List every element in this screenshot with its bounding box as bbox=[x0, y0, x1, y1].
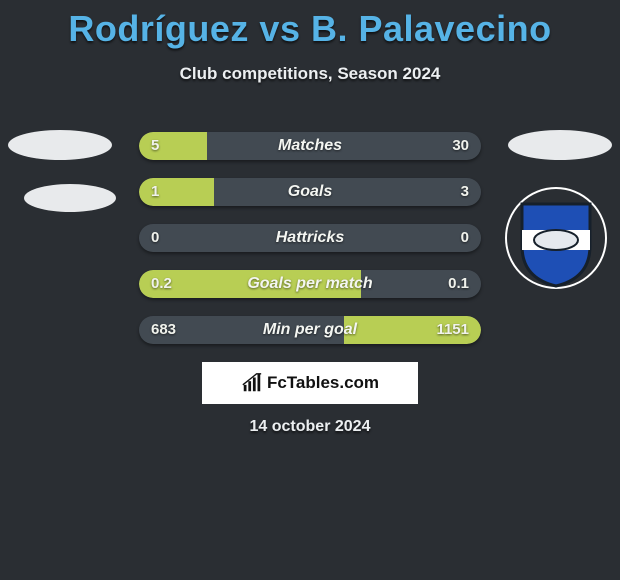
stat-bar-label: Goals per match bbox=[139, 270, 481, 298]
stat-bar-right-value: 0.1 bbox=[448, 270, 469, 298]
stat-bar-row: 0.2Goals per match0.1 bbox=[139, 270, 481, 298]
right-player-photo-placeholder bbox=[508, 130, 612, 160]
stat-bar-right-value: 30 bbox=[452, 132, 469, 160]
comparison-infographic: Rodríguez vs B. Palavecino Club competit… bbox=[0, 8, 620, 580]
stat-bar-label: Min per goal bbox=[139, 316, 481, 344]
stat-bar-label: Goals bbox=[139, 178, 481, 206]
fctables-logo-box: FcTables.com bbox=[202, 362, 418, 404]
left-player-photo-placeholder bbox=[8, 130, 112, 160]
bar-chart-icon bbox=[241, 372, 263, 394]
logo-text: FcTables.com bbox=[267, 373, 379, 393]
stat-bar-right-value: 3 bbox=[461, 178, 469, 206]
stat-bar-row: 0Hattricks0 bbox=[139, 224, 481, 252]
subtitle: Club competitions, Season 2024 bbox=[0, 64, 620, 84]
stat-bar-row: 683Min per goal1151 bbox=[139, 316, 481, 344]
stat-bar-row: 1Goals3 bbox=[139, 178, 481, 206]
stat-bars: 5Matches30 1Goals3 0Hattricks0 0.2Goals per… bbox=[139, 132, 481, 362]
stat-bar-label: Hattricks bbox=[139, 224, 481, 252]
page-title: Rodríguez vs B. Palavecino bbox=[0, 8, 620, 50]
stat-bar-right-value: 0 bbox=[461, 224, 469, 252]
date-line: 14 october 2024 bbox=[0, 418, 620, 436]
stat-bar-right-value: 1151 bbox=[436, 316, 469, 344]
right-player-club-badge bbox=[504, 186, 608, 290]
stat-bar-label: Matches bbox=[139, 132, 481, 160]
left-player-club-placeholder bbox=[24, 184, 116, 212]
stat-bar-row: 5Matches30 bbox=[139, 132, 481, 160]
